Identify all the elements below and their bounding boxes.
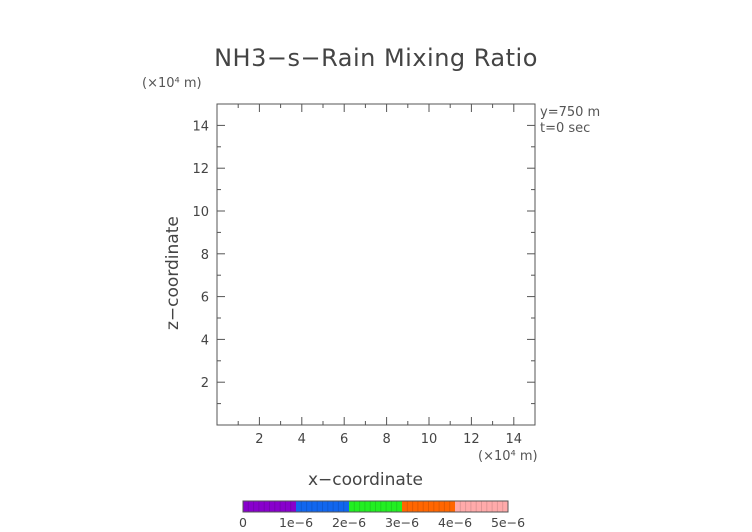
plot-frame bbox=[216, 103, 536, 426]
y-unit-label: (×10⁴ m) bbox=[142, 76, 202, 91]
annotation-y-slice: y=750 m bbox=[540, 105, 601, 120]
annotation-time: t=0 sec bbox=[540, 121, 591, 136]
x-axis-label: x−coordinate bbox=[308, 470, 423, 490]
x-tick-label: 8 bbox=[382, 432, 390, 447]
x-tick-label: 10 bbox=[421, 432, 438, 447]
colorbar-tick-label: 1e−6 bbox=[279, 515, 313, 530]
colorbar-tick-label: 0 bbox=[239, 515, 247, 530]
x-tick-label: 12 bbox=[463, 432, 480, 447]
colorbar-segment bbox=[296, 501, 349, 512]
colorbar-segment bbox=[349, 501, 402, 512]
colorbar-segment bbox=[402, 501, 455, 512]
y-tick-label: 4 bbox=[201, 333, 209, 348]
colorbar-segment bbox=[455, 501, 508, 512]
colorbar-frame bbox=[242, 500, 509, 513]
colorbar-tick-label: 3e−6 bbox=[385, 515, 419, 530]
colorbar-tick-label: 2e−6 bbox=[332, 515, 366, 530]
colorbar-segment bbox=[243, 501, 296, 512]
y-tick-label: 14 bbox=[192, 119, 209, 134]
x-tick-label: 2 bbox=[255, 432, 263, 447]
x-tick-label: 4 bbox=[298, 432, 306, 447]
y-tick-label: 2 bbox=[201, 376, 209, 391]
colorbar-tick-label: 5e−6 bbox=[491, 515, 525, 530]
x-tick-label: 14 bbox=[506, 432, 523, 447]
y-tick-label: 6 bbox=[201, 291, 209, 306]
x-unit-label: (×10⁴ m) bbox=[478, 449, 538, 464]
y-tick-label: 8 bbox=[201, 248, 209, 263]
y-tick-label: 12 bbox=[192, 162, 209, 177]
y-tick-label: 10 bbox=[192, 205, 209, 220]
colorbar-tick-label: 4e−6 bbox=[438, 515, 472, 530]
x-tick-label: 6 bbox=[340, 432, 348, 447]
chart-title: NH3−s−Rain Mixing Ratio bbox=[214, 44, 538, 72]
